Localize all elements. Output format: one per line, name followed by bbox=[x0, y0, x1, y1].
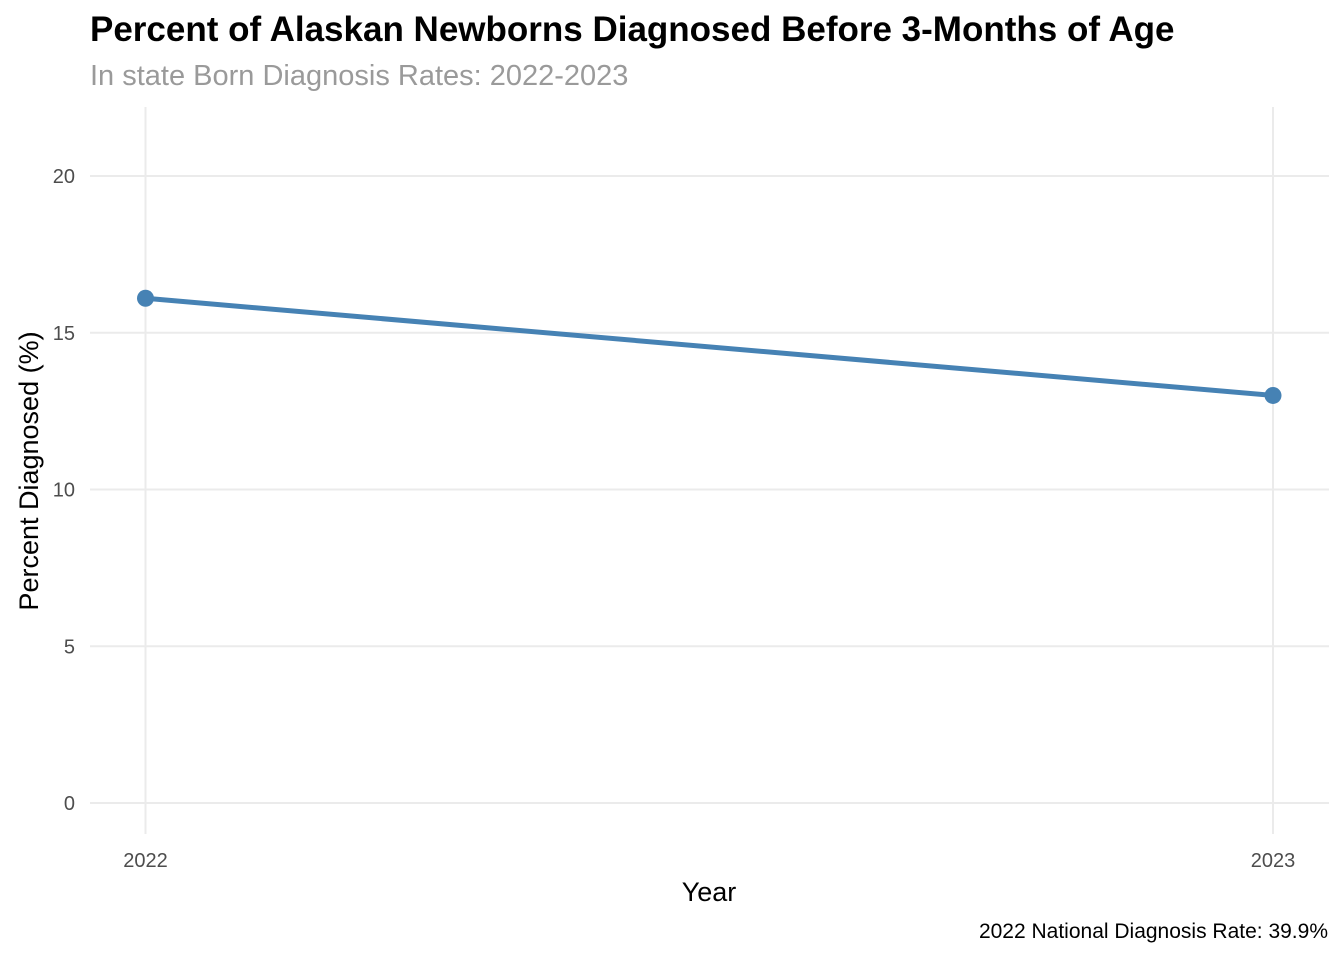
chart-title: Percent of Alaskan Newborns Diagnosed Be… bbox=[90, 10, 1175, 49]
tick-labels: 0 5 10 15 20 2022 2023 bbox=[53, 166, 1296, 872]
data-point bbox=[1264, 386, 1282, 404]
data-point bbox=[137, 289, 154, 307]
y-tick-label: 0 bbox=[64, 793, 75, 815]
chart-subtitle: In state Born Diagnosis Rates: 2022-2023 bbox=[90, 60, 629, 92]
x-tick-label: 2023 bbox=[1251, 850, 1296, 872]
chart-caption: 2022 National Diagnosis Rate: 39.9% bbox=[978, 920, 1328, 943]
gridlines bbox=[90, 107, 1329, 834]
series-layer bbox=[137, 289, 1282, 404]
y-tick-label: 15 bbox=[53, 323, 75, 345]
y-tick-label: 20 bbox=[53, 166, 75, 188]
x-axis-title: Year bbox=[682, 877, 737, 907]
y-axis-title: Percent Diagnosed (%) bbox=[14, 331, 44, 610]
x-tick-label: 2022 bbox=[123, 850, 168, 872]
y-tick-label: 10 bbox=[53, 480, 75, 502]
series-line bbox=[143, 295, 1276, 398]
y-tick-label: 5 bbox=[64, 636, 75, 658]
